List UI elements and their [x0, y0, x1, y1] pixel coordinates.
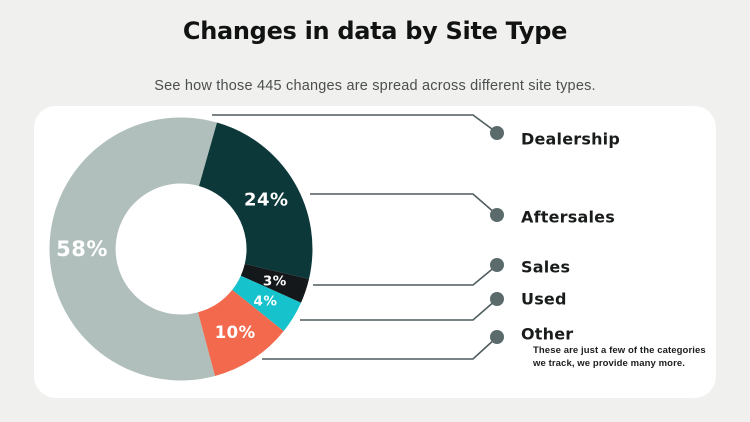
slice-label-other: 10% [215, 323, 256, 342]
slice-label-aftersales: 24% [244, 189, 289, 210]
donut-slice-labels: 58% 24% 3% 4% 10% [56, 189, 288, 342]
leader-dot-other [490, 330, 504, 344]
page-subtitle: See how those 445 changes are spread acr… [154, 78, 596, 94]
leader-line-sales [313, 265, 497, 286]
donut-slice-used [232, 275, 301, 332]
leader-line-dealership [212, 114, 497, 133]
leader-line-other [262, 337, 497, 360]
leader-dot-dealership [490, 126, 504, 140]
legend-label-other: Other [521, 324, 574, 344]
leader-line-aftersales [310, 193, 497, 215]
legend-label-aftersales: Aftersales [521, 207, 615, 227]
leader-line-used [300, 299, 497, 321]
slice-label-dealership: 58% [56, 237, 108, 261]
legend-label-used: Used [521, 289, 567, 309]
donut-slices [49, 117, 313, 381]
leader-dot-used [490, 292, 504, 306]
donut-slice-sales [240, 263, 309, 303]
donut-slice-aftersales [199, 122, 313, 279]
slice-label-used: 4% [254, 293, 278, 309]
leader-dot-sales [490, 258, 504, 272]
slice-label-sales: 3% [263, 273, 287, 289]
legend-note: These are just a few of the categories w… [533, 345, 706, 369]
donut-slice-other [198, 289, 284, 376]
donut-slice-dealership [49, 117, 218, 381]
legend-label-dealership: Dealership [521, 129, 621, 149]
leader-lines [212, 114, 504, 360]
legend-label-sales: Sales [521, 257, 571, 277]
leader-dot-aftersales [490, 208, 504, 222]
page-title: Changes in data by Site Type [182, 17, 568, 45]
